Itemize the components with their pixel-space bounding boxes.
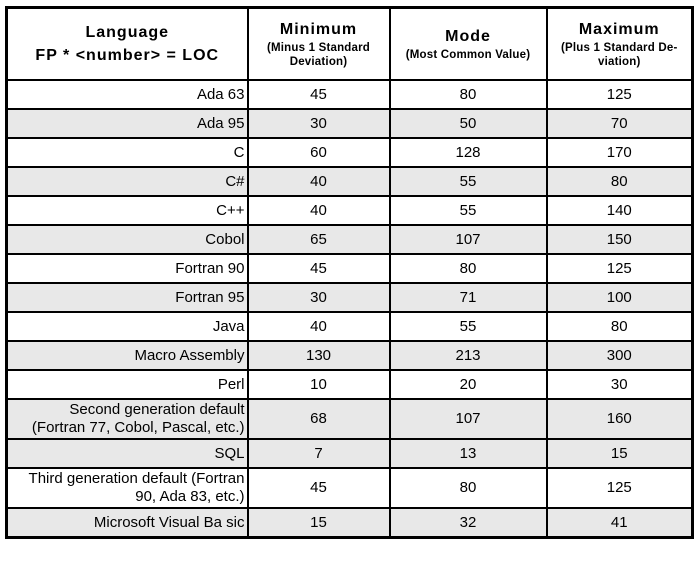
cell-minimum: 40	[246, 311, 391, 342]
cell-language: Microsoft Visual Ba sic	[5, 507, 249, 539]
cell-mode: 55	[388, 311, 548, 342]
cell-mode: 55	[388, 195, 548, 226]
table-row: Perl 10 20 30	[5, 369, 694, 400]
cell-minimum: 7	[246, 438, 391, 469]
table-header: Language FP * <number> = LOC Minimum (Mi…	[5, 6, 694, 81]
cell-minimum: 15	[246, 507, 391, 539]
header-row: Language FP * <number> = LOC Minimum (Mi…	[5, 6, 694, 81]
table-body: Ada 63 45 80 125 Ada 95 30 50 70 C 60 128 170 C# 40 55…	[5, 79, 694, 539]
cell-minimum: 68	[246, 398, 391, 440]
cell-maximum: 125	[545, 467, 694, 509]
cell-maximum: 160	[545, 398, 694, 440]
cell-language: Perl	[5, 369, 249, 400]
cell-minimum: 60	[246, 137, 391, 168]
cell-minimum: 65	[246, 224, 391, 255]
cell-maximum: 125	[545, 79, 694, 110]
column-header-maximum-title: Maximum	[578, 20, 660, 38]
column-header-maximum-subtitle: (Plus 1 Standard De-viation)	[561, 41, 678, 68]
table-row: C 60 128 170	[5, 137, 694, 168]
cell-language: Macro Assembly	[5, 340, 249, 371]
cell-language: C	[5, 137, 249, 168]
cell-maximum: 125	[545, 253, 694, 284]
table-row: Java 40 55 80	[5, 311, 694, 342]
cell-mode: 128	[388, 137, 548, 168]
cell-language: Java	[5, 311, 249, 342]
column-header-minimum-title: Minimum	[279, 20, 358, 38]
cell-maximum: 15	[545, 438, 694, 469]
table-row: Ada 95 30 50 70	[5, 108, 694, 139]
column-header-mode-subtitle: (Most Common Value)	[405, 48, 531, 61]
column-header-minimum: Minimum (Minus 1 Standard Deviation)	[246, 6, 391, 81]
cell-language: Third generation default (Fortran 90, Ad…	[5, 467, 249, 509]
cell-language: Fortran 90	[5, 253, 249, 284]
cell-minimum: 45	[246, 467, 391, 509]
cell-maximum: 70	[545, 108, 694, 139]
cell-minimum: 45	[246, 253, 391, 284]
cell-minimum: 40	[246, 166, 391, 197]
column-header-minimum-subtitle: (Minus 1 Standard Deviation)	[266, 41, 371, 68]
column-header-mode: Mode (Most Common Value)	[388, 6, 548, 81]
cell-mode: 80	[388, 253, 548, 284]
cell-language: Fortran 95	[5, 282, 249, 313]
table-row: Second generation default (Fortran 77, C…	[5, 398, 694, 440]
cell-language: Ada 63	[5, 79, 249, 110]
cell-language: Ada 95	[5, 108, 249, 139]
column-header-language: Language FP * <number> = LOC	[5, 6, 249, 81]
cell-mode: 107	[388, 398, 548, 440]
cell-language: C#	[5, 166, 249, 197]
table-row: Macro Assembly 130 213 300	[5, 340, 694, 371]
cell-maximum: 150	[545, 224, 694, 255]
cell-mode: 213	[388, 340, 548, 371]
cell-mode: 13	[388, 438, 548, 469]
table-row: C# 40 55 80	[5, 166, 694, 197]
table-row: Microsoft Visual Ba sic 15 32 41	[5, 507, 694, 539]
cell-mode: 20	[388, 369, 548, 400]
table-row: Fortran 95 30 71 100	[5, 282, 694, 313]
table-row: Ada 63 45 80 125	[5, 79, 694, 110]
table-row: Third generation default (Fortran 90, Ad…	[5, 467, 694, 509]
cell-language: Second generation default (Fortran 77, C…	[5, 398, 249, 440]
column-header-language-subtitle: FP * <number> = LOC	[35, 46, 220, 64]
table-row: Fortran 90 45 80 125	[5, 253, 694, 284]
cell-maximum: 170	[545, 137, 694, 168]
cell-mode: 80	[388, 467, 548, 509]
column-header-maximum: Maximum (Plus 1 Standard De-viation)	[545, 6, 694, 81]
cell-mode: 50	[388, 108, 548, 139]
cell-maximum: 41	[545, 507, 694, 539]
cell-language: Cobol	[5, 224, 249, 255]
cell-mode: 107	[388, 224, 548, 255]
cell-mode: 71	[388, 282, 548, 313]
cell-minimum: 45	[246, 79, 391, 110]
cell-mode: 80	[388, 79, 548, 110]
cell-maximum: 300	[545, 340, 694, 371]
cell-minimum: 130	[246, 340, 391, 371]
cell-maximum: 140	[545, 195, 694, 226]
cell-minimum: 10	[246, 369, 391, 400]
cell-mode: 32	[388, 507, 548, 539]
cell-minimum: 40	[246, 195, 391, 226]
cell-mode: 55	[388, 166, 548, 197]
fp-loc-conversion-table: Language FP * <number> = LOC Minimum (Mi…	[5, 6, 694, 539]
cell-minimum: 30	[246, 282, 391, 313]
cell-maximum: 30	[545, 369, 694, 400]
column-header-language-title: Language	[85, 23, 170, 41]
cell-language: C++	[5, 195, 249, 226]
column-header-mode-title: Mode	[445, 27, 491, 45]
table-row: SQL 7 13 15	[5, 438, 694, 469]
cell-maximum: 100	[545, 282, 694, 313]
table-row: C++ 40 55 140	[5, 195, 694, 226]
table-row: Cobol 65 107 150	[5, 224, 694, 255]
cell-maximum: 80	[545, 311, 694, 342]
cell-minimum: 30	[246, 108, 391, 139]
cell-language: SQL	[5, 438, 249, 469]
cell-maximum: 80	[545, 166, 694, 197]
